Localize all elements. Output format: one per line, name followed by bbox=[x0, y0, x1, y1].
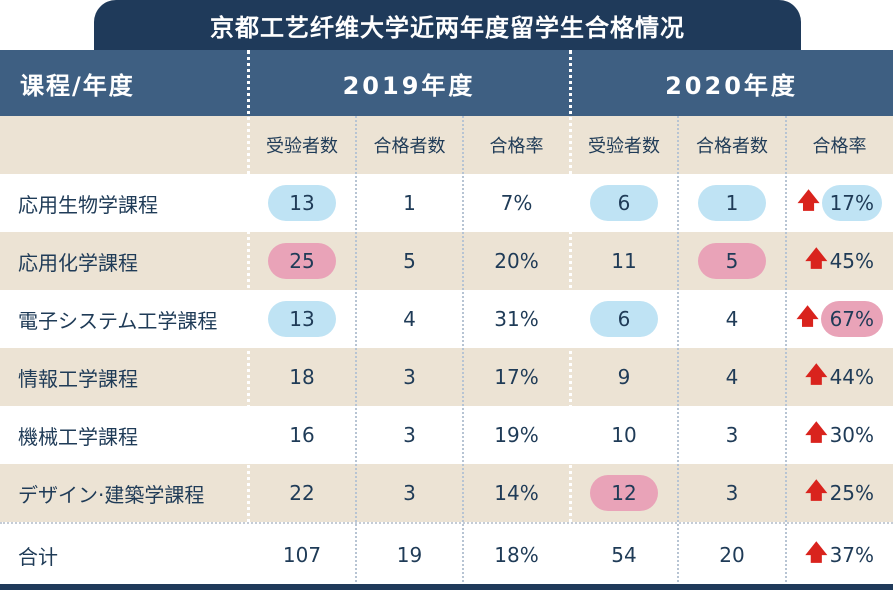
table-cell: 17% bbox=[494, 365, 539, 389]
highlight-pill: 6 bbox=[590, 185, 658, 221]
column-divider bbox=[785, 116, 787, 590]
highlight-pill: 5 bbox=[698, 243, 766, 279]
year-2020-header: 2020年度 bbox=[665, 71, 798, 100]
up-arrow-icon: 🡅 bbox=[796, 305, 819, 330]
table-cell: 25% bbox=[829, 481, 875, 505]
up-arrow-icon: 🡅 bbox=[804, 363, 828, 388]
column-divider bbox=[462, 116, 464, 590]
year-2019-header: 2019年度 bbox=[342, 71, 476, 100]
table-cell: 3 bbox=[403, 423, 416, 447]
table-cell: 19 bbox=[396, 543, 423, 567]
highlight-pill: 6 bbox=[590, 301, 658, 337]
course-label: 電子システム工学課程 bbox=[18, 308, 218, 333]
total-label: 合计 bbox=[18, 544, 58, 569]
highlight-pill: 13 bbox=[268, 301, 336, 337]
table-cell: 10 bbox=[611, 423, 637, 447]
course-label: 機械工学課程 bbox=[18, 424, 138, 449]
up-arrow-icon: 🡅 bbox=[804, 421, 828, 446]
subheader-passed-2020: 合格者数 bbox=[696, 136, 768, 157]
table-row: 応用生物学課程 13 1 7% 6 1 🡅 17% bbox=[0, 174, 893, 232]
table-cell: 4 bbox=[725, 365, 739, 389]
course-label: 情報工学課程 bbox=[18, 366, 138, 391]
table-title: 京都工艺纤维大学近两年度留学生合格情况 bbox=[94, 0, 801, 50]
table-cell: 3 bbox=[403, 481, 416, 505]
table-cell: 30% bbox=[829, 423, 875, 447]
course-year-header: 课程/年度 bbox=[20, 71, 135, 100]
up-arrow-icon: 🡅 bbox=[804, 541, 828, 566]
bottom-bar bbox=[0, 584, 893, 590]
table-row: 電子システム工学課程 13 4 31% 6 4 🡅 67% bbox=[0, 290, 893, 348]
highlight-pill: 25 bbox=[268, 243, 336, 279]
table-cell: 3 bbox=[403, 365, 416, 389]
table-cell: 7% bbox=[500, 191, 533, 215]
table-cell: 14% bbox=[494, 481, 539, 505]
table-row: デザイン·建築学課程 22 3 14% 12 3 🡅 25% bbox=[0, 464, 893, 522]
column-divider bbox=[677, 116, 679, 590]
subheader-rate-2019: 合格率 bbox=[489, 136, 544, 157]
table-cell: 11 bbox=[611, 249, 637, 273]
subheader-examinees-2019: 受验者数 bbox=[266, 136, 338, 157]
highlight-pill: 12 bbox=[590, 475, 658, 511]
table-cell: 107 bbox=[282, 543, 322, 567]
table-cell: 37% bbox=[829, 543, 875, 567]
up-arrow-icon: 🡅 bbox=[804, 247, 828, 272]
table-row: 情報工学課程 18 3 17% 9 4 🡅 44% bbox=[0, 348, 893, 406]
table-cell: 19% bbox=[494, 423, 539, 447]
table-cell: 1 bbox=[403, 191, 416, 215]
table-cell: 54 bbox=[611, 543, 637, 567]
table-row: 応用化学課程 25 5 20% 11 5 🡅 45% bbox=[0, 232, 893, 290]
subheader-passed-2019: 合格者数 bbox=[373, 136, 446, 157]
course-label: 応用生物学課程 bbox=[18, 192, 158, 217]
column-divider bbox=[355, 116, 357, 590]
table-cell: 18 bbox=[289, 365, 315, 389]
table-cell: 9 bbox=[617, 365, 631, 389]
column-divider bbox=[569, 50, 572, 590]
subheader-examinees-2020: 受验者数 bbox=[588, 136, 660, 157]
subheader-row: 受验者数 合格者数 合格率 受验者数 合格者数 合格率 bbox=[0, 116, 893, 174]
column-divider bbox=[247, 50, 250, 590]
table-row: 機械工学課程 16 3 19% 10 3 🡅 30% bbox=[0, 406, 893, 464]
table-cell: 44% bbox=[829, 365, 875, 389]
highlight-pill: 1 bbox=[698, 185, 766, 221]
total-divider bbox=[0, 522, 893, 524]
total-row: 合计 107 19 18% 54 20 🡅 37% bbox=[0, 526, 893, 584]
table-cell: 4 bbox=[725, 307, 739, 331]
header-band bbox=[0, 50, 893, 116]
table-cell: 3 bbox=[725, 423, 739, 447]
up-arrow-icon: 🡅 bbox=[797, 189, 820, 214]
course-label: 応用化学課程 bbox=[18, 250, 138, 275]
table-cell: 20% bbox=[494, 249, 539, 273]
table-cell: 3 bbox=[725, 481, 739, 505]
table-cell: 22 bbox=[289, 481, 315, 505]
highlight-pill: 67% bbox=[820, 301, 883, 337]
course-label: デザイン·建築学課程 bbox=[18, 482, 205, 507]
table-cell: 18% bbox=[494, 543, 539, 567]
table-cell: 31% bbox=[494, 307, 539, 331]
up-arrow-icon: 🡅 bbox=[804, 479, 828, 504]
subheader-rate-2020: 合格率 bbox=[812, 136, 867, 157]
table-cell: 4 bbox=[403, 307, 416, 331]
table-cell: 16 bbox=[289, 423, 315, 447]
table-cell: 5 bbox=[403, 249, 416, 273]
table-cell: 45% bbox=[829, 249, 875, 273]
highlight-pill: 17% bbox=[821, 185, 882, 221]
table-cell: 20 bbox=[719, 543, 745, 567]
highlight-pill: 13 bbox=[268, 185, 336, 221]
